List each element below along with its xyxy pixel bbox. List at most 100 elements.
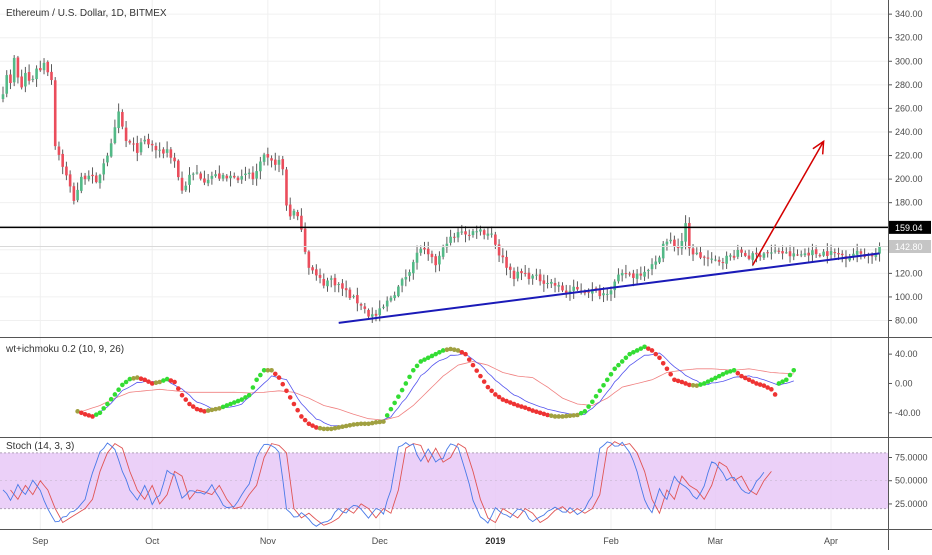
- candle-body: [770, 252, 773, 254]
- time-tick-label: Oct: [145, 536, 160, 546]
- candle-body: [449, 236, 452, 243]
- wt-dot: [79, 410, 84, 416]
- wt-dot: [418, 359, 424, 364]
- wt-dot: [507, 400, 513, 405]
- stoch-tick-label: 75.0000: [895, 453, 928, 463]
- wt-dot: [563, 413, 569, 419]
- candle-body: [106, 155, 109, 163]
- wt-dot: [433, 351, 438, 357]
- wt-dot: [302, 417, 308, 423]
- candle-body: [135, 143, 139, 153]
- wt-dot: [101, 406, 107, 411]
- time-axis[interactable]: SepOctNovDec2019FebMarAprMay: [32, 536, 932, 546]
- candle-body: [646, 270, 650, 272]
- wt-dot: [459, 350, 465, 355]
- candle-body: [695, 252, 699, 254]
- wt-dot: [272, 371, 278, 377]
- candle-body: [583, 292, 587, 294]
- candle-body: [553, 282, 557, 286]
- candle-body: [773, 250, 777, 252]
- candle-body: [158, 149, 161, 151]
- wt-dot: [645, 346, 651, 351]
- candle-body: [811, 250, 814, 256]
- wt-dot: [713, 375, 718, 381]
- wt-dot: [358, 421, 364, 427]
- wt-dot: [246, 392, 252, 398]
- wt-dot: [228, 401, 233, 407]
- wt-dot: [172, 379, 177, 385]
- wt-dot: [209, 407, 215, 413]
- candle-body: [639, 273, 643, 276]
- candle-body: [729, 255, 732, 257]
- wt-ichimoku-pane[interactable]: wt+ichmoku 0.2 (10, 9, 26): [5, 344, 797, 432]
- wt-dot: [369, 420, 375, 426]
- wt-dot: [392, 400, 397, 406]
- candle-body: [840, 253, 844, 256]
- wt-dot: [776, 381, 782, 386]
- wt-dot: [757, 382, 763, 387]
- candle-body: [225, 175, 229, 179]
- wt-dot: [306, 421, 312, 427]
- candle-body: [486, 233, 490, 236]
- wt-dot: [552, 414, 558, 419]
- wt-dot: [728, 369, 733, 374]
- wt-dot: [619, 359, 625, 364]
- wt-dot: [541, 411, 547, 417]
- candle-body: [300, 215, 303, 230]
- candle-body: [42, 62, 46, 71]
- candle-body: [83, 175, 87, 180]
- time-tick-label: Apr: [824, 536, 838, 546]
- candles-group: [1, 55, 881, 323]
- wt-dot: [414, 363, 420, 369]
- candle-body: [296, 211, 299, 217]
- wt-dot: [90, 414, 95, 419]
- candle-body: [542, 280, 546, 284]
- candle-body: [72, 186, 76, 201]
- candle-body: [270, 158, 273, 161]
- candle-body: [124, 127, 128, 141]
- candle-body: [229, 175, 232, 179]
- wt-dot: [287, 395, 293, 400]
- right-price-axis[interactable]: 340.00 320.00 300.00 280.00 260.00 240.00 220.…: [888, 9, 931, 509]
- candle-body: [751, 253, 755, 260]
- candle-body: [46, 61, 50, 73]
- candle-body: [617, 274, 620, 282]
- wt-dot: [403, 381, 409, 386]
- stoch-pane[interactable]: Stoch (14, 3, 3): [0, 441, 888, 527]
- wt-dot: [317, 425, 323, 431]
- candle-body: [878, 246, 881, 254]
- candle-body: [162, 149, 165, 154]
- wt-dot: [519, 404, 524, 409]
- candle-body: [35, 68, 38, 80]
- wt-dot: [616, 362, 621, 368]
- candle-body: [188, 174, 191, 185]
- candle-body: [740, 249, 743, 253]
- candle-body: [833, 252, 837, 254]
- candle-body: [150, 143, 154, 146]
- candle-body: [98, 174, 102, 184]
- candle-body: [721, 262, 725, 264]
- wt-dot: [176, 386, 181, 391]
- wt-title: wt+ichmoku 0.2 (10, 9, 26): [5, 344, 124, 355]
- time-tick-label: Mar: [708, 536, 724, 546]
- price-pane[interactable]: Ethereum / U.S. Dollar, 1D, BITMEX: [0, 8, 888, 324]
- wt-dot: [295, 407, 300, 413]
- candle-body: [792, 253, 796, 257]
- wt-dot: [761, 383, 767, 388]
- candle-body: [39, 68, 42, 71]
- candle-body: [725, 255, 728, 264]
- wt-dot: [194, 406, 200, 412]
- wt-dot: [325, 426, 330, 432]
- candle-body: [367, 309, 370, 317]
- wt-dot: [448, 346, 453, 352]
- wt-dot: [291, 401, 297, 407]
- wt-dot: [784, 377, 789, 383]
- candle-body: [408, 272, 411, 276]
- wt-dot: [698, 382, 703, 387]
- price-overlays: [0, 139, 888, 324]
- wt-dot: [217, 406, 222, 411]
- candle-body: [9, 74, 12, 84]
- wt-dot: [511, 401, 517, 407]
- candle-body: [706, 257, 710, 259]
